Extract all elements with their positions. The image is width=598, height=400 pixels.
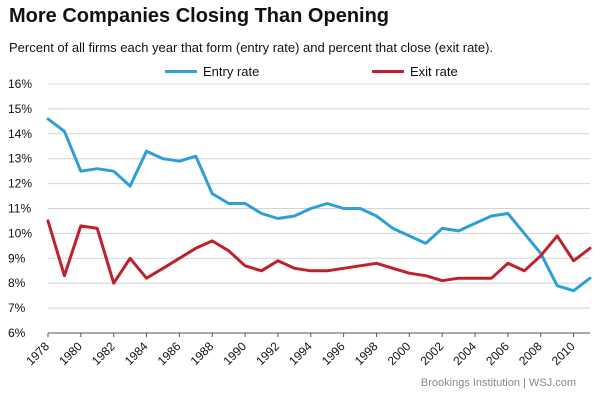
- y-tick-label: 12%: [8, 177, 32, 191]
- x-tick-label: 1996: [319, 339, 348, 368]
- x-tick-label: 2008: [516, 339, 545, 368]
- y-tick-label: 13%: [8, 152, 32, 166]
- y-tick-label: 8%: [8, 276, 26, 290]
- x-tick-label: 1980: [56, 339, 85, 368]
- legend-label-exit-rate: Exit rate: [410, 63, 458, 79]
- x-tick-label: 1988: [188, 339, 217, 368]
- x-tick-label: 2010: [549, 339, 578, 368]
- y-tick-label: 7%: [8, 301, 26, 315]
- x-tick-label: 1984: [122, 339, 151, 368]
- x-tick-label: 1986: [155, 339, 184, 368]
- chart-title: More Companies Closing Than Opening: [9, 5, 390, 27]
- x-tick-label: 1990: [220, 339, 249, 368]
- y-tick-label: 14%: [8, 127, 32, 141]
- x-tick-label: 1978: [23, 339, 52, 368]
- legend-item-exit-rate: Exit rate: [372, 62, 458, 80]
- legend: Entry rate Exit rate: [0, 62, 598, 80]
- x-tick-label: 1992: [253, 339, 282, 368]
- source-credit: Brookings Institution | WSJ.com: [420, 377, 576, 389]
- x-tick-label: 1994: [286, 339, 315, 368]
- x-tick-label: 1982: [89, 339, 118, 368]
- series-line-entry-rate: [46, 117, 592, 293]
- legend-item-entry-rate: Entry rate: [165, 62, 259, 80]
- y-tick-label: 10%: [8, 226, 32, 240]
- y-tick-label: 9%: [8, 251, 26, 265]
- x-tick-label: 1998: [352, 339, 381, 368]
- chart-subtitle: Percent of all firms each year that form…: [9, 40, 494, 55]
- y-tick-label: 6%: [8, 326, 26, 340]
- x-tick-label: 2000: [385, 339, 414, 368]
- legend-label-entry-rate: Entry rate: [203, 63, 260, 79]
- x-tick-label: 2006: [483, 339, 512, 368]
- y-tick-label: 11%: [8, 202, 31, 216]
- x-tick-label: 2004: [450, 339, 479, 368]
- series-line-exit-rate: [46, 219, 592, 285]
- x-tick-label: 2002: [418, 339, 447, 368]
- y-tick-label: 15%: [8, 102, 32, 116]
- y-tick-label: 16%: [8, 77, 32, 91]
- legend-swatch-entry-rate: [165, 69, 197, 73]
- legend-swatch-exit-rate: [372, 69, 404, 73]
